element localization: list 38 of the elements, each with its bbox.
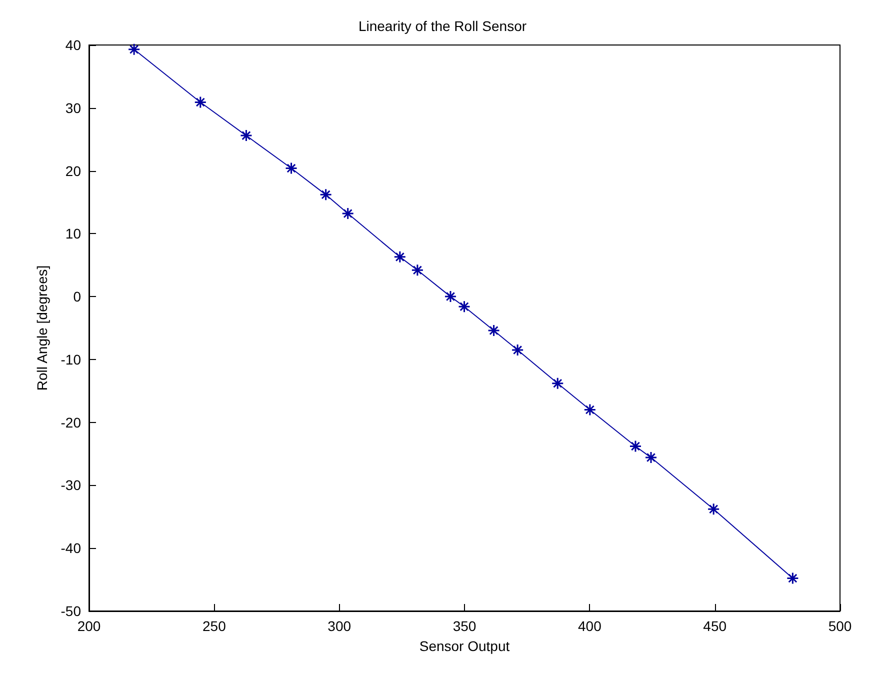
point: [394, 250, 406, 264]
y-tick-label: 20: [65, 162, 82, 179]
x-tick-label: 250: [202, 618, 226, 634]
y-tick-label: 10: [65, 226, 82, 242]
y-tick-label: -30: [60, 477, 82, 494]
y-tick-label: -40: [60, 540, 82, 556]
x-tick-label: 350: [452, 618, 476, 634]
x-tick-label: 450: [703, 618, 727, 634]
y-tick-label: -50: [60, 603, 82, 619]
point: [488, 324, 500, 337]
point: [644, 451, 658, 464]
x-axis-title: Sensor Output: [419, 638, 510, 654]
y-tick-label: 40: [65, 37, 82, 53]
y-axis-title: Roll Angle [degrees]: [34, 265, 50, 391]
point: [707, 502, 720, 516]
y-tick-label: 0: [73, 288, 82, 305]
chart-title: Linearity of the Roll Sensor: [358, 18, 527, 34]
point: [511, 344, 524, 356]
point: [458, 300, 470, 313]
point: [444, 290, 457, 303]
point: [342, 207, 354, 220]
point: [194, 96, 207, 108]
point: [411, 264, 424, 276]
point: [320, 188, 332, 201]
point: [629, 440, 642, 452]
point: [128, 43, 140, 56]
point: [285, 162, 298, 175]
point: [551, 377, 564, 390]
x-tick-label: 400: [578, 618, 602, 634]
y-tick-label: 30: [65, 100, 82, 116]
point: [240, 129, 252, 142]
y-tick-label: -20: [60, 414, 82, 430]
point: [584, 404, 596, 416]
point: [786, 572, 799, 585]
x-tick-label: 200: [77, 618, 101, 634]
y-tick-label: -10: [60, 351, 82, 368]
x-tick-label: 500: [828, 618, 852, 634]
x-tick-label: 300: [328, 618, 352, 634]
